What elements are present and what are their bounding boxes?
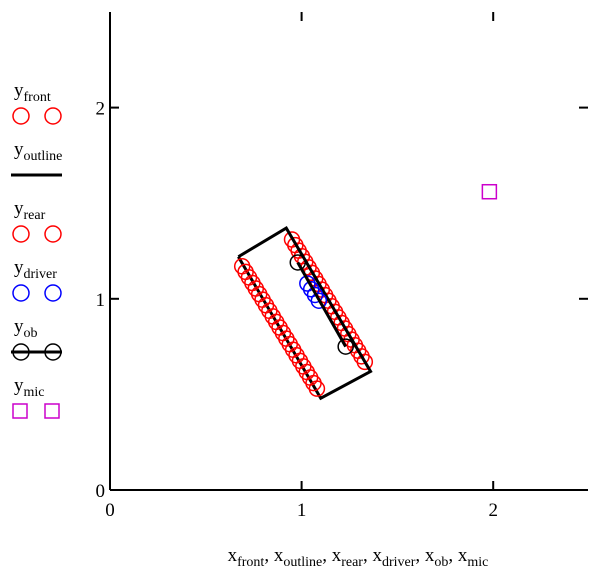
series-mic [481,183,498,200]
legend-label-driver: ydriver [14,257,57,282]
series-line-ob [296,261,347,348]
plot-marks [233,183,498,401]
legend-symbol-mic [12,403,60,419]
x-axis-label: xfront, xoutline, xrear, xdriver, xob, x… [228,545,489,570]
point-rear [308,380,326,397]
legend-marker [12,403,28,419]
series-ob [289,254,354,355]
legend-label-front: yfront [14,80,51,105]
x-tick-label: 1 [297,500,307,521]
plot-frame [109,12,587,491]
point-mic [481,183,498,200]
legend-marker [12,107,30,125]
legend-marker [44,403,60,419]
legend-marker [44,225,62,243]
legend-label-outline: youtline [14,139,62,164]
legend-marker [44,284,62,302]
legend-marker [44,107,62,125]
x-tick-label: 2 [488,500,498,521]
axis-ticks [109,12,588,491]
legend-symbol-driver [12,284,62,302]
point-driver [310,292,328,309]
series-rear [233,258,326,397]
y-tick-label: 0 [96,481,106,502]
y-tick-label: 2 [96,99,106,120]
point-ob [337,338,354,355]
legend-symbol-rear [12,225,62,243]
legend: yfront youtline yrear ydriver yob ymic [11,80,62,419]
legend-label-rear: yrear [14,198,46,223]
legend-symbol-front [12,107,62,125]
point-ob [289,254,307,271]
legend-label-mic: ymic [14,375,45,400]
legend-marker [12,225,30,243]
legend-marker [12,343,30,361]
series-driver [299,275,328,309]
x-tick-label: 0 [105,500,115,521]
axis-tick-labels: 0 1 2 0 1 2 [96,99,498,521]
point-front [356,353,374,371]
y-tick-label: 1 [96,290,106,311]
legend-label-ob: yob [14,316,38,341]
legend-marker [44,343,62,361]
legend-marker [12,284,30,302]
legend-symbol-ob [11,343,62,361]
